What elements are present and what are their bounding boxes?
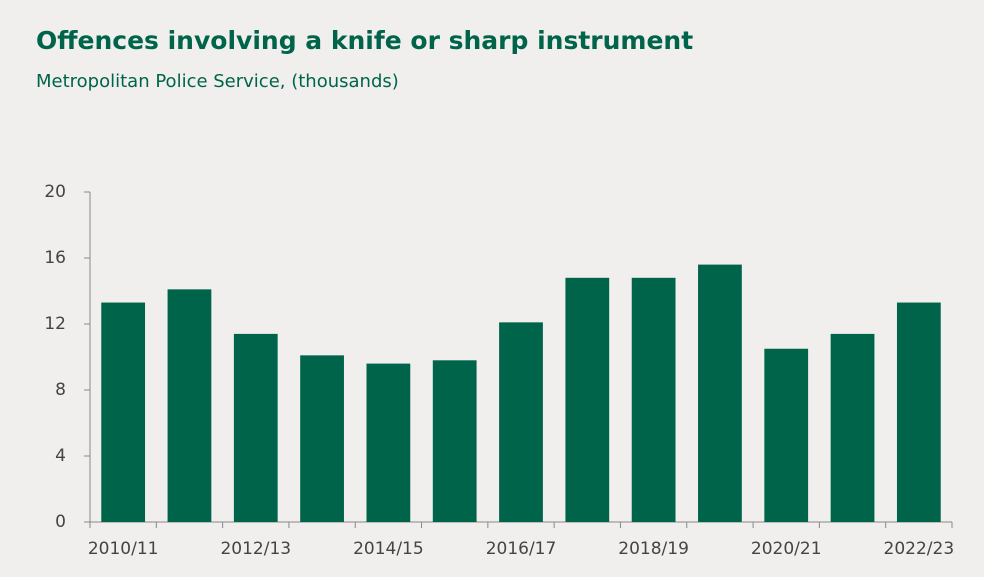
bar [499,322,543,522]
y-tick-label: 8 [55,380,66,400]
bar [233,333,278,522]
x-tick-label: 2012/13 [220,539,291,559]
bar [300,355,344,522]
x-tick-label: 2020/21 [751,539,822,559]
x-tick-label: 2016/17 [486,539,557,559]
y-tick-label: 4 [55,446,66,466]
chart-title: Offences involving a knife or sharp inst… [36,26,693,55]
bar [366,363,411,522]
y-tick-label: 0 [55,512,66,532]
x-tick-label: 2018/19 [618,539,689,559]
bar [698,264,742,522]
y-tick-label: 16 [44,248,66,268]
bar [631,277,676,522]
chart-subtitle: Metropolitan Police Service, (thousands) [36,71,399,92]
bar [565,277,610,522]
x-tick-label: 2014/15 [353,539,424,559]
bar [101,302,146,522]
bar [432,360,477,522]
bar [764,348,809,522]
bar [830,333,875,522]
bar [167,289,212,522]
x-tick-label: 2010/11 [88,539,159,559]
y-tick-label: 12 [44,314,66,334]
bar [896,302,941,522]
x-tick-label: 2022/23 [884,539,955,559]
y-tick-label: 20 [44,182,66,202]
